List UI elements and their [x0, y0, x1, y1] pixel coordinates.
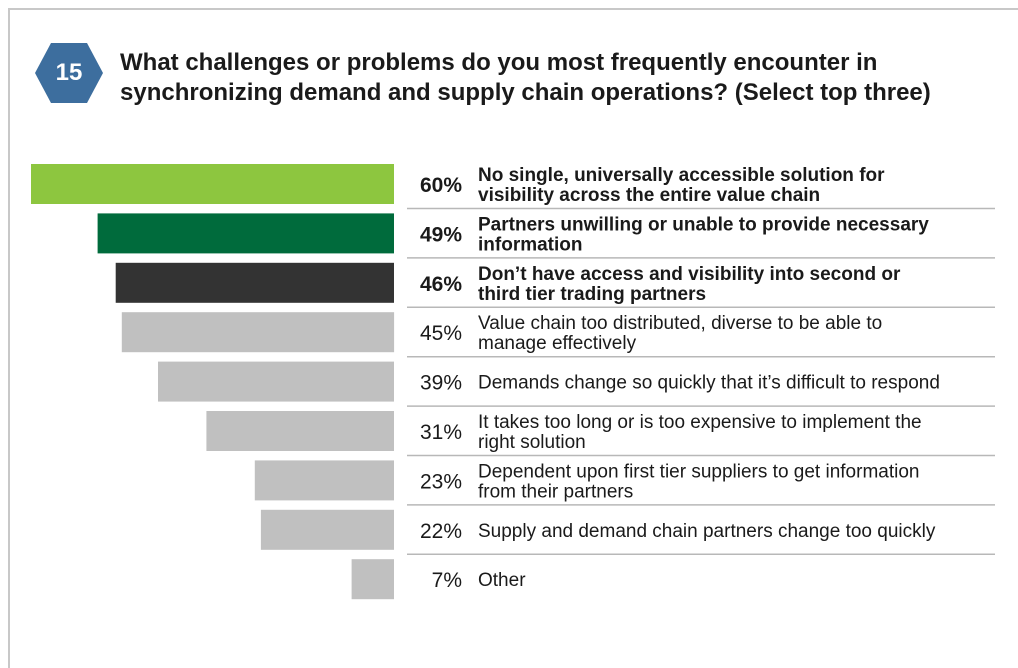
data-label-5: 39%	[420, 372, 462, 395]
data-label-8: 22%	[420, 520, 462, 543]
bar-1	[31, 164, 394, 204]
data-label-2: 49%	[420, 223, 462, 246]
category-label-1-line-1: No single, universally accessible soluti…	[478, 165, 885, 186]
category-label-7-line-1: Dependent upon first tier suppliers to g…	[478, 461, 919, 482]
data-label-1: 60%	[420, 174, 462, 197]
category-label-9-line-1: Other	[478, 570, 526, 591]
category-label-2-line-2: information	[478, 234, 583, 255]
category-label-4-line-2: manage effectively	[478, 333, 637, 354]
category-label-1-line-2: visibility across the entire value chain	[478, 185, 820, 206]
bar-6	[206, 411, 394, 451]
page-title: What challenges or problems do you most …	[120, 49, 931, 106]
category-label-7-line-2: from their partners	[478, 481, 633, 502]
bar-8	[260, 509, 394, 550]
question-number-badge-icon	[35, 43, 103, 103]
category-label-2-line-1: Partners unwilling or unable to provide …	[478, 214, 929, 235]
bar-2	[97, 213, 394, 254]
data-label-9: 7%	[432, 569, 462, 592]
chart-frame	[8, 8, 1018, 668]
bar-3	[115, 262, 394, 303]
category-label-6-line-1: It takes too long or is too expensive to…	[478, 412, 922, 433]
hexagon-shape	[35, 43, 103, 103]
bar-5	[158, 361, 394, 402]
category-label-8-line-1: Supply and demand chain partners change …	[478, 521, 936, 542]
category-label-4-line-1: Value chain too distributed, diverse to …	[478, 313, 882, 334]
data-label-7: 23%	[420, 470, 462, 493]
category-label-3-line-1: Don’t have access and visibility into se…	[478, 264, 901, 285]
data-label-6: 31%	[420, 421, 462, 444]
bar-9	[351, 559, 394, 600]
data-label-4: 45%	[420, 322, 462, 345]
category-label-6-line-2: right solution	[478, 432, 586, 453]
data-label-3: 46%	[420, 273, 462, 296]
bar-4	[121, 312, 395, 353]
bar-7	[254, 460, 394, 501]
question-number: 15	[55, 59, 83, 86]
category-label-3-line-2: third tier trading partners	[478, 284, 706, 305]
category-label-5-line-1: Demands change so quickly that it’s diff…	[478, 373, 940, 394]
